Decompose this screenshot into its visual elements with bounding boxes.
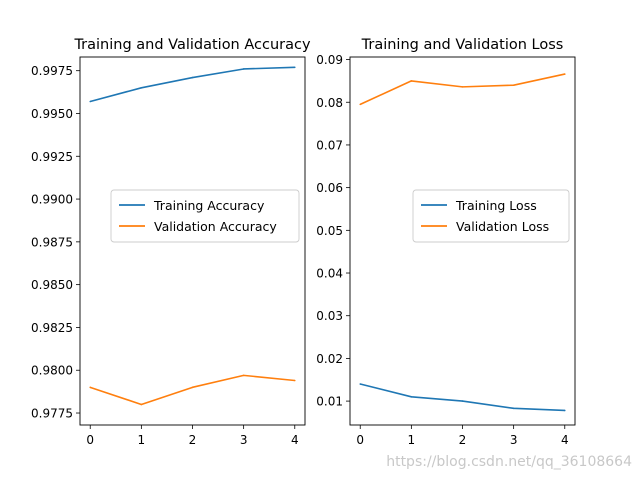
- y-tick-label: 0.9950: [31, 107, 73, 121]
- data-point: [410, 396, 413, 398]
- y-tick-label: 0.9800: [31, 364, 73, 378]
- watermark-text: https://blog.csdn.net/qq_36108664: [386, 454, 632, 470]
- x-tick-label: 1: [408, 433, 416, 447]
- data-point: [89, 386, 92, 389]
- subplot-2: Training and Validation Loss 0 1 2 3 4 0.01 0.0…: [316, 37, 576, 447]
- legend: Training Loss Validation Loss: [412, 189, 570, 243]
- y-tick-label: 0.9775: [31, 407, 73, 421]
- data-point: [242, 68, 245, 70]
- data-point: [359, 103, 362, 106]
- x-tick-label: 2: [189, 433, 197, 447]
- x-tick-label: 4: [561, 433, 569, 447]
- data-point: [512, 84, 515, 86]
- legend-label: Training Accuracy: [153, 198, 265, 213]
- y-tick-label: 0.06: [316, 181, 343, 195]
- legend: Training Accuracy Validation Accuracy: [110, 189, 300, 243]
- data-point: [563, 409, 566, 412]
- legend-box: [412, 189, 570, 243]
- y-tick-label: 0.9900: [31, 193, 73, 207]
- chart-title: Training and Validation Loss: [361, 37, 564, 53]
- data-point: [461, 86, 464, 88]
- data-point: [461, 400, 464, 402]
- data-point: [140, 87, 143, 89]
- data-point: [563, 73, 566, 75]
- data-point: [89, 100, 92, 103]
- y-tick-label: 0.03: [316, 309, 343, 323]
- x-tick-label: 3: [240, 433, 248, 447]
- y-tick-label: 0.02: [316, 352, 343, 366]
- series-line-1: [360, 383, 565, 412]
- data-point: [293, 66, 296, 69]
- data-point: [293, 379, 296, 382]
- y-tick-label: 0.9975: [31, 64, 73, 78]
- x-tick-label: 4: [291, 433, 299, 447]
- y-tick-label: 0.05: [316, 224, 343, 238]
- y-tick-label: 0.9875: [31, 235, 73, 249]
- data-point: [191, 76, 194, 79]
- y-tick-label: 0.9925: [31, 150, 73, 164]
- y-tick-label: 0.01: [316, 395, 343, 409]
- data-point: [242, 374, 245, 377]
- axes-frame: [349, 56, 576, 426]
- legend-label: Validation Loss: [456, 219, 549, 234]
- y-tick-label: 0.9850: [31, 278, 73, 292]
- x-tick-label: 2: [459, 433, 467, 447]
- legend-label: Validation Accuracy: [154, 219, 277, 234]
- data-point: [140, 403, 143, 406]
- x-tick-label: 1: [138, 433, 146, 447]
- y-tick-label: 0.09: [316, 53, 343, 67]
- data-point: [410, 80, 413, 82]
- x-tick-label: 3: [510, 433, 518, 447]
- x-tick-label: 0: [86, 433, 94, 447]
- y-tick-label: 0.08: [316, 96, 343, 110]
- y-tick-label: 0.07: [316, 138, 343, 152]
- axes-frame: [79, 56, 306, 426]
- data-point: [191, 386, 194, 389]
- y-tick-label: 0.9825: [31, 321, 73, 335]
- legend-label: Training Loss: [455, 198, 537, 213]
- subplot-1: Training and Validation Accuracy 0 1 2 3 4 0.9…: [31, 37, 311, 447]
- legend-box: [110, 189, 300, 243]
- series-line-2: [89, 374, 295, 406]
- series-line-1: [90, 66, 295, 103]
- data-point: [512, 407, 515, 410]
- data-point: [359, 383, 362, 385]
- y-tick-label: 0.04: [316, 267, 343, 281]
- series-line-2: [359, 73, 565, 106]
- x-tick-label: 0: [356, 433, 364, 447]
- chart-title: Training and Validation Accuracy: [73, 37, 311, 53]
